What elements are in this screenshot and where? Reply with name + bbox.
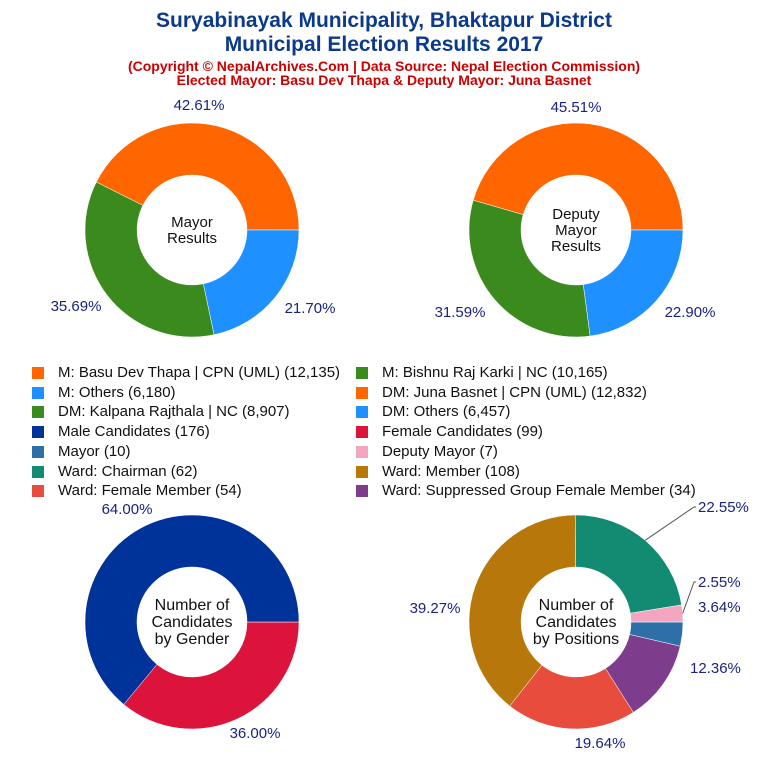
slice-m-basu-dev-thapa-cpn-uml [95, 122, 300, 231]
center-label: Candidates [536, 614, 617, 631]
slice-male-candidates [84, 514, 300, 705]
center-label: Candidates [152, 614, 233, 631]
legend-swatch [32, 465, 44, 478]
legend-swatch [32, 485, 44, 498]
center-label: Number of [539, 597, 614, 614]
elected-note: Elected Mayor: Basu Dev Thapa & Deputy M… [176, 72, 592, 88]
legend-swatch [32, 426, 44, 439]
legend-swatch [356, 445, 368, 458]
legend-swatch [32, 367, 44, 379]
percent-label: 35.69% [51, 298, 102, 315]
slice-ward-suppressed-group-female-member [605, 634, 681, 713]
legend-swatch [356, 367, 368, 379]
percent-label: 22.55% [698, 499, 749, 516]
slice-ward-member [468, 514, 576, 707]
legend-swatch [356, 465, 368, 478]
legend-label: Male Candidates (176) [58, 423, 210, 441]
legend-swatch [32, 445, 44, 458]
percent-label: 22.90% [665, 304, 716, 321]
percent-label: 2.55% [698, 574, 741, 591]
center-label: Deputy [552, 206, 600, 223]
legend-label: Deputy Mayor (7) [382, 442, 498, 460]
legend-label: DM: Others (6,457) [382, 403, 511, 421]
slice-m-others [203, 229, 300, 336]
slice-ward-chairman [575, 514, 682, 614]
slice-ward-female-member [509, 664, 634, 730]
center-label: Results [167, 230, 217, 247]
leader-line [682, 581, 696, 614]
center-label: Mayor [171, 214, 213, 231]
legend-swatch [356, 386, 368, 399]
percent-label: 12.36% [690, 660, 741, 677]
percent-label: 42.61% [174, 97, 225, 114]
legend-label: Ward: Chairman (62) [58, 462, 198, 480]
leader-line [644, 506, 696, 541]
slice-dm-juna-basnet-cpn-uml [472, 122, 684, 231]
center-label: Results [551, 238, 601, 255]
legend-swatch [356, 406, 368, 419]
percent-label: 19.64% [575, 735, 626, 752]
percent-label: 36.00% [230, 725, 281, 742]
page-subtitle-title: Municipal Election Results 2017 [224, 33, 544, 56]
legend-swatch [32, 386, 44, 399]
center-label: Mayor [555, 222, 597, 239]
percent-label: 45.51% [551, 99, 602, 116]
legend-label: DM: Juna Basnet | CPN (UML) (12,832) [382, 383, 647, 401]
center-label: Number of [155, 597, 230, 614]
legend-label: DM: Kalpana Rajthala | NC (8,907) [58, 403, 290, 421]
percent-label: 3.64% [698, 599, 741, 616]
percent-label: 31.59% [435, 304, 486, 321]
page-title: Suryabinayak Municipality, Bhaktapur Dis… [156, 9, 612, 32]
center-label: by Positions [533, 631, 619, 648]
legend-label: M: Others (6,180) [58, 383, 176, 401]
legend-label: Ward: Suppressed Group Female Member (34… [382, 482, 696, 500]
slice-dm-kalpana-rajthala-nc [468, 199, 591, 338]
slice-dm-others [582, 229, 684, 337]
legend-swatch [32, 406, 44, 419]
percent-label: 39.27% [410, 600, 461, 617]
center-label: by Gender [155, 631, 230, 648]
legend-label: Mayor (10) [58, 442, 131, 460]
legend-swatch [356, 485, 368, 498]
percent-label: 21.70% [285, 300, 336, 317]
slice-deputy-mayor [630, 604, 684, 623]
donut-chart-4: 3.64% 12.36% 19.64% 39.27% 22.55% 2.55% Number… [410, 499, 749, 752]
slice-m-bishnu-raj-karki-nc [84, 181, 215, 338]
copyright-note: (Copyright © NepalArchives.Com | Data So… [127, 58, 641, 74]
legend-label: M: Bishnu Raj Karki | NC (10,165) [382, 364, 608, 381]
percent-label: 64.00% [102, 501, 153, 518]
legend-swatch [356, 426, 368, 439]
legend-label: Female Candidates (99) [382, 423, 543, 441]
legend-label: M: Basu Dev Thapa | CPN (UML) (12,135) [58, 364, 341, 381]
legend-label: Ward: Member (108) [382, 462, 520, 480]
legend-label: Ward: Female Member (54) [58, 482, 242, 500]
slice-female-candidates [123, 621, 300, 730]
